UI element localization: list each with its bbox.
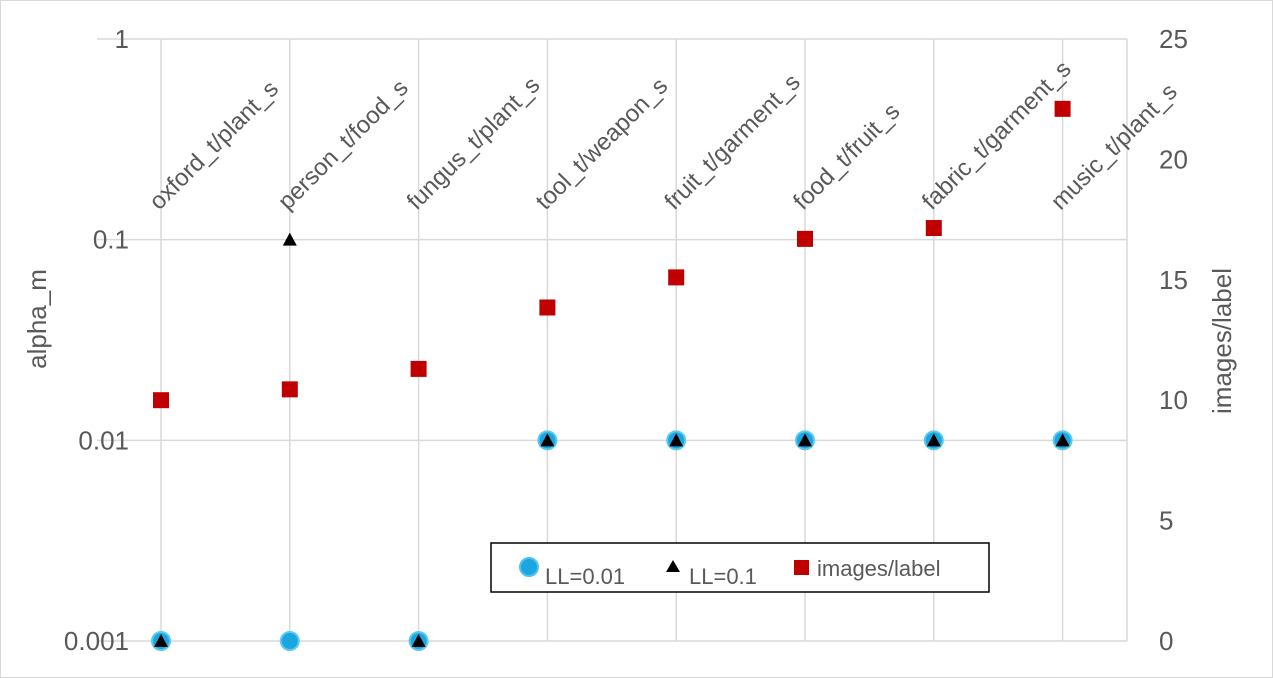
data-marks (151, 100, 1073, 651)
category-label: tool_t/weapon_s (531, 73, 674, 216)
left-tick-label: 0.01 (78, 425, 129, 455)
images-label-point (539, 299, 556, 316)
ll01-point (926, 433, 941, 447)
legend-marker-images (794, 560, 809, 575)
category-label: fungus_t/plant_s (402, 72, 546, 216)
right-tick-label: 10 (1159, 385, 1188, 415)
images-label-point (410, 360, 427, 377)
right-tick-label: 25 (1159, 24, 1188, 54)
ll001-point (279, 631, 300, 651)
legend: LL=0.01 LL=0.1 images/label (490, 542, 990, 593)
left-tick-label: 0.001 (64, 626, 129, 656)
right-tick-label: 0 (1159, 626, 1173, 656)
category-labels: oxford_t/plant_sperson_t/food_sfungus_t/… (144, 56, 1183, 216)
images-label-point (153, 392, 169, 409)
ll01-point (282, 232, 297, 246)
legend-box (490, 542, 990, 593)
legend-marker-ll001 (519, 557, 539, 577)
left-tick-label: 0.1 (93, 225, 129, 255)
left-axis-title: alpha_m (22, 269, 52, 369)
ll01-point (1055, 433, 1070, 447)
images-label-point (668, 269, 685, 286)
right-tick-label: 15 (1159, 265, 1188, 295)
gridlines (97, 38, 1128, 642)
left-tick-label: 1 (115, 24, 129, 54)
images-label-point (797, 230, 813, 247)
right-axis-ticks: 0 5 10 15 20 25 (1159, 24, 1188, 656)
right-axis-title: images/label (1207, 268, 1237, 414)
ll01-point (669, 433, 684, 447)
category-label: person_t/food_s (273, 74, 414, 215)
right-tick-label: 20 (1159, 144, 1188, 174)
images-label-point (281, 381, 298, 398)
images-label-point (925, 220, 942, 237)
left-axis-ticks: 0.001 0.01 0.1 1 (64, 24, 129, 656)
right-tick-label: 5 (1159, 506, 1173, 536)
ll01-point (411, 634, 426, 647)
legend-label-images: images/label (817, 556, 941, 581)
category-label: oxford_t/plant_s (144, 75, 284, 215)
ll01-point (540, 433, 555, 447)
legend-label-ll001: LL=0.01 (545, 564, 625, 589)
category-label: fruit_t/garment_s (659, 69, 805, 215)
legend-marker-ll01 (666, 560, 680, 572)
ll01-point (154, 634, 168, 647)
legend-label-ll01: LL=0.1 (689, 564, 757, 589)
ll01-point (798, 433, 812, 447)
images-label-point (1054, 100, 1071, 117)
